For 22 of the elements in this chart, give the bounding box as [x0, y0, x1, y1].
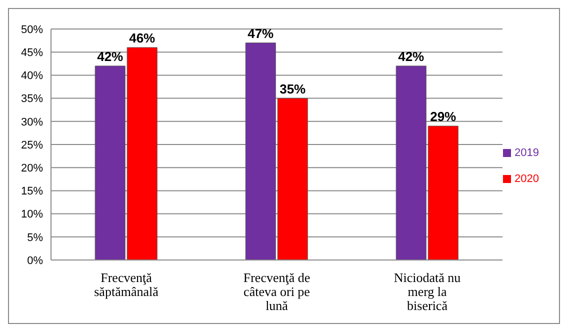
x-tick-label: Frecvenţă de câteva ori pe lună [243, 270, 310, 313]
legend-label: 2020 [514, 173, 539, 185]
x-tick-label: Frecvenţă săptămânală [94, 270, 159, 299]
data-label: 42% [97, 48, 124, 64]
y-tick-label: 50% [20, 24, 44, 36]
data-label: 47% [248, 26, 274, 41]
y-tick-label: 40% [20, 70, 44, 82]
data-label: 42% [398, 48, 425, 64]
y-tick-label: 25% [20, 139, 44, 152]
y-tick-label: 45% [20, 47, 44, 60]
data-label: 35% [280, 81, 306, 96]
legend-label: 2019 [514, 147, 539, 159]
x-tick-label: Niciodată nu merg la biserică [394, 270, 462, 313]
y-tick-label: 20% [20, 162, 44, 175]
y-tick-label: 10% [20, 208, 44, 221]
y-tick-label: 0% [27, 254, 44, 267]
data-label: 29% [430, 109, 457, 124]
data-label: 46% [129, 30, 156, 46]
y-tick-label: 5% [27, 232, 44, 244]
y-tick-label: 15% [20, 186, 44, 198]
y-tick-label: 30% [20, 116, 44, 128]
y-tick-label: 35% [20, 93, 44, 106]
